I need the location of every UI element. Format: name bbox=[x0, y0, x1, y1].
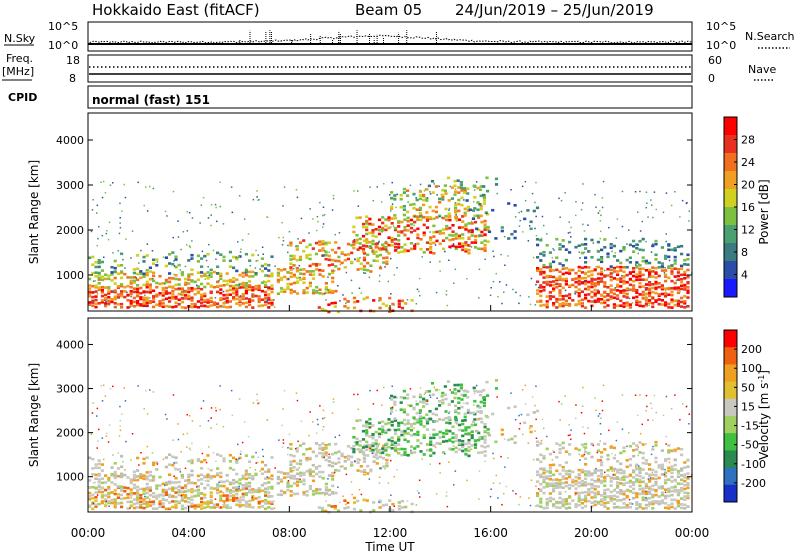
freq-right-tick-bottom: 0 bbox=[708, 72, 715, 85]
power-cbar-tick-0: 4 bbox=[741, 269, 748, 282]
velocity-panel: 1000 2000 3000 4000 Slant Range [km] -200 -1… bbox=[27, 305, 771, 554]
freq-panel: Freq. [MHz] 18 8 60 0 Nave bbox=[2, 52, 776, 85]
velocity-ytick-3000: 3000 bbox=[56, 383, 84, 396]
time-tick-4: 16:00 bbox=[473, 526, 508, 540]
time-tick-2: 08:00 bbox=[272, 526, 307, 540]
velocity-cbar-tick-3: -15 bbox=[741, 420, 759, 433]
nsky-label: N.Sky bbox=[4, 32, 36, 45]
velocity-cbar-tick-6: 100 bbox=[741, 362, 762, 375]
velocity-ytick-1000: 1000 bbox=[56, 471, 84, 484]
power-heatmap bbox=[88, 176, 693, 314]
velocity-cbar-tick-1: -100 bbox=[741, 458, 766, 471]
power-ytick-3000: 3000 bbox=[56, 179, 84, 192]
nsky-right-tick-bottom: 10^0 bbox=[706, 39, 736, 52]
freq-left-tick-top: 18 bbox=[66, 54, 80, 67]
velocity-ytick-2000: 2000 bbox=[56, 427, 84, 440]
power-colorbar: 4 8 12 16 20 24 28 bbox=[723, 116, 755, 298]
power-ytick-2000: 2000 bbox=[56, 224, 84, 237]
velocity-colorbar-label: Velocity [m s-1] bbox=[757, 370, 772, 460]
figure-title: Hokkaido East (fitACF) bbox=[92, 1, 260, 19]
power-ytick-1000: 1000 bbox=[56, 269, 84, 282]
velocity-cbar-tick-7: 200 bbox=[741, 343, 762, 356]
date-range: 24/Jun/2019 – 25/Jun/2019 bbox=[455, 1, 654, 19]
time-tick-3: 12:00 bbox=[373, 526, 408, 540]
power-cbar-tick-2: 12 bbox=[741, 224, 755, 237]
cpid-label: CPID bbox=[8, 91, 37, 104]
power-cbar-tick-3: 16 bbox=[741, 201, 755, 214]
beam-label: Beam 05 bbox=[355, 1, 422, 19]
power-ylabel: Slant Range [km] bbox=[27, 160, 41, 264]
nave-label: Nave bbox=[748, 63, 776, 76]
freq-label-1: Freq. bbox=[6, 52, 33, 65]
power-ytick-4000: 4000 bbox=[56, 134, 84, 147]
time-tick-6: 00:00 bbox=[675, 526, 710, 540]
velocity-heatmap bbox=[88, 379, 693, 514]
freq-right-tick-top: 60 bbox=[708, 54, 722, 67]
power-colorbar-label: Power [dB] bbox=[757, 179, 771, 244]
power-cbar-tick-1: 8 bbox=[741, 246, 748, 259]
velocity-colorbar: -200 -100 -50 -15 15 50 100 200 bbox=[723, 329, 766, 503]
velocity-ytick-4000: 4000 bbox=[56, 338, 84, 351]
velocity-cbar-tick-2: -50 bbox=[741, 439, 759, 452]
nsky-left-tick-bottom: 10^0 bbox=[48, 39, 78, 52]
xlabel: Time UT bbox=[364, 540, 415, 554]
time-tick-0: 00:00 bbox=[71, 526, 106, 540]
power-cbar-tick-5: 24 bbox=[741, 156, 755, 169]
nsky-left-tick-top: 10^5 bbox=[48, 20, 78, 33]
nsky-panel: N.Sky 10^5 10^0 10^5 10^0 N.Search bbox=[4, 20, 795, 52]
velocity-cbar-tick-0: -200 bbox=[741, 477, 766, 490]
velocity-cbar-tick-5: 50 bbox=[741, 381, 755, 394]
nsearch-label: N.Search bbox=[745, 30, 795, 43]
time-tick-1: 04:00 bbox=[171, 526, 206, 540]
nsky-trace bbox=[87, 30, 693, 45]
freq-label-2: [MHz] bbox=[2, 65, 34, 78]
freq-left-tick-bottom: 8 bbox=[69, 72, 76, 85]
velocity-ylabel: Slant Range [km] bbox=[27, 363, 41, 467]
velocity-cbar-tick-4: 15 bbox=[741, 400, 755, 413]
time-tick-5: 20:00 bbox=[574, 526, 609, 540]
cpid-panel: CPID normal (fast) 151 bbox=[8, 85, 693, 109]
power-cbar-tick-6: 28 bbox=[741, 134, 755, 147]
power-cbar-tick-4: 20 bbox=[741, 179, 755, 192]
power-panel: 1000 2000 3000 4000 Slant Range [km] 4 8 12 16… bbox=[27, 112, 771, 314]
nsky-right-tick-top: 10^5 bbox=[706, 20, 736, 33]
cpid-value: normal (fast) 151 bbox=[92, 93, 210, 107]
